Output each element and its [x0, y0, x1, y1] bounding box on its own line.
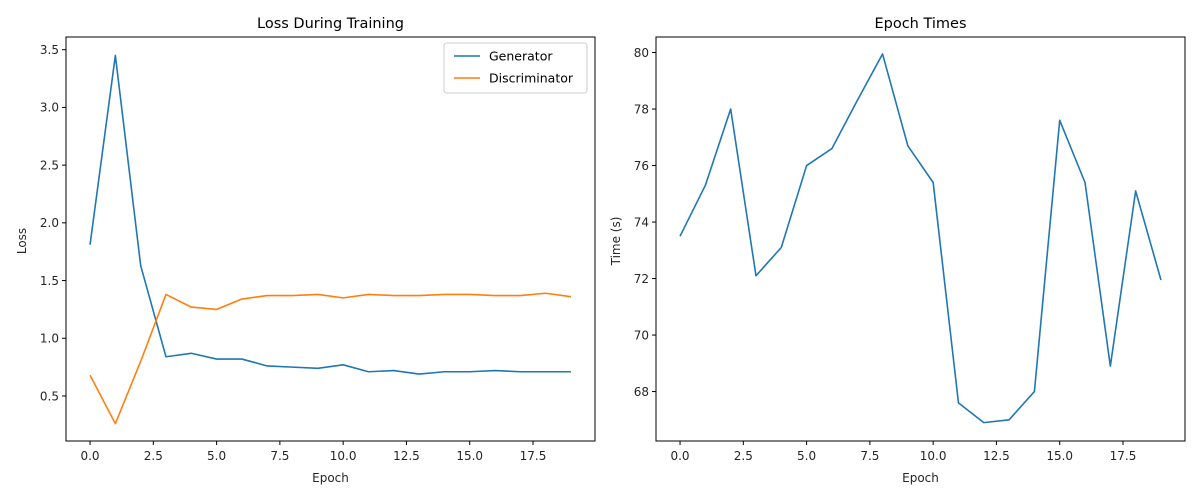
loss-chart-legend: Generator Discriminator	[443, 42, 588, 94]
epoch-times-chart-y-tick-label: 68	[634, 385, 649, 399]
loss-chart-discriminator-line	[89, 292, 572, 425]
epoch-times-chart-y-tick-label: 80	[634, 46, 649, 60]
epoch-times-chart-y-tick-label: 76	[634, 159, 649, 173]
loss-chart-x-tick-label: 17.5	[520, 449, 547, 463]
epoch-times-chart-panel: Epoch Times Epoch Time (s) 0.0 2.5 5.0 7.5 1…	[609, 16, 1186, 485]
loss-chart-y-tick-label: 1.0	[40, 332, 59, 346]
loss-chart-y-tick-label: 0.5	[40, 389, 59, 403]
loss-chart-y-axis-label: Loss	[15, 228, 29, 254]
epoch-times-chart-x-tick-label: 10.0	[920, 449, 947, 463]
epoch-times-chart-x-tick-label: 5.0	[797, 449, 816, 463]
loss-chart-marks: 0.0 2.5 5.0 7.5 10.0 12.5 15.0 17.5 0.5 1.0 1.5 2.0…	[40, 36, 596, 463]
loss-chart-x-tick-label: 2.5	[144, 449, 163, 463]
loss-chart-x-tick-label: 0.0	[80, 449, 99, 463]
epoch-times-chart-x-axis-label: Epoch	[902, 471, 939, 485]
epoch-times-chart-title: Epoch Times	[874, 16, 966, 32]
loss-chart-x-tick-label: 12.5	[393, 449, 420, 463]
epoch-times-chart-y-tick-label: 70	[634, 328, 649, 342]
loss-chart-y-tick-label: 3.5	[40, 43, 59, 57]
loss-chart-plot-frame	[65, 36, 596, 442]
loss-chart-y-tick-label: 2.0	[40, 216, 59, 230]
epoch-times-chart-x-tick-label: 12.5	[983, 449, 1010, 463]
epoch-times-chart-x-tick-label: 15.0	[1046, 449, 1073, 463]
epoch-times-chart-y-tick-label: 78	[634, 102, 649, 116]
epoch-times-chart-y-tick-label: 74	[634, 215, 649, 229]
epoch-times-chart-marks: 0.0 2.5 5.0 7.5 10.0 12.5 15.0 17.5 68 70 72 74 76 78…	[634, 36, 1186, 463]
loss-chart-panel: Loss During Training Epoch Loss 0.0 2.5 5.…	[15, 16, 596, 485]
loss-chart-x-tick-label: 10.0	[330, 449, 357, 463]
epoch-times-chart-series-0-line	[679, 53, 1162, 424]
loss-chart-x-tick-label: 7.5	[270, 449, 289, 463]
epoch-times-chart-x-tick-label: 0.0	[670, 449, 689, 463]
epoch-times-chart-x-tick-label: 17.5	[1110, 449, 1137, 463]
loss-chart-x-tick-label: 15.0	[456, 449, 483, 463]
epoch-times-chart-y-axis-label: Time (s)	[609, 217, 623, 267]
epoch-times-chart-y-tick-label: 72	[634, 272, 649, 286]
epoch-times-chart-plot-frame	[655, 36, 1186, 442]
loss-chart-x-tick-label: 5.0	[207, 449, 226, 463]
loss-chart-legend-label-generator: Generator	[489, 49, 553, 64]
loss-chart-y-tick-label: 1.5	[40, 274, 59, 288]
loss-chart-generator-line	[89, 54, 571, 375]
loss-chart-legend-label-discriminator: Discriminator	[489, 71, 574, 86]
epoch-times-chart-x-tick-label: 2.5	[734, 449, 753, 463]
loss-chart-title: Loss During Training	[257, 16, 404, 32]
loss-chart-x-axis-label: Epoch	[312, 471, 349, 485]
loss-chart-y-tick-label: 2.5	[40, 158, 59, 172]
epoch-times-chart-x-tick-label: 7.5	[860, 449, 879, 463]
loss-chart-y-tick-label: 3.0	[40, 101, 59, 115]
